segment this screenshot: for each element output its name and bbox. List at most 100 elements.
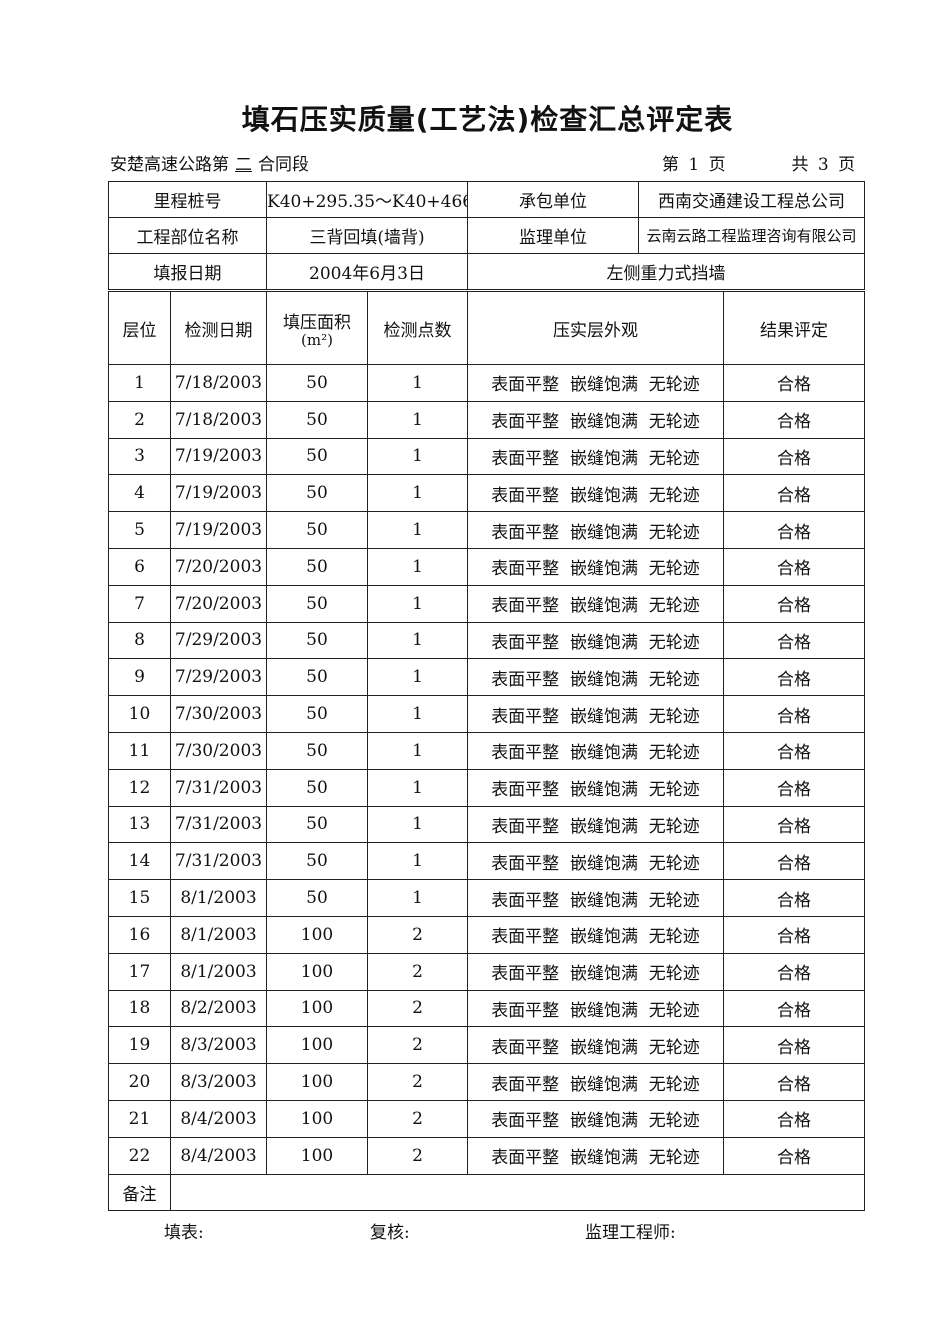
inspection-table: 层位 检测日期 填压面积 (m²) 检测点数 压实层外观 结果评定 1 7/18/2… bbox=[108, 291, 865, 1212]
cell-result: 合格 bbox=[723, 731, 865, 770]
cell-date: 7/18/2003 bbox=[170, 364, 267, 402]
cell-area: 100 bbox=[266, 952, 368, 991]
contract-section: 安楚高速公路第二合同段 bbox=[110, 150, 309, 175]
cell-area: 50 bbox=[266, 437, 368, 476]
cell-area: 50 bbox=[266, 658, 368, 697]
header-points: 检测点数 bbox=[367, 291, 468, 365]
cell-appearance: 表面平整 嵌缝饱满 无轮迹 bbox=[467, 695, 724, 733]
cell-result: 合格 bbox=[723, 879, 865, 917]
cell-points: 1 bbox=[367, 805, 468, 844]
cell-date: 7/19/2003 bbox=[170, 511, 267, 549]
cell-points: 2 bbox=[367, 1136, 468, 1175]
cell-appearance: 表面平整 嵌缝饱满 无轮迹 bbox=[467, 805, 724, 844]
cell-date: 8/3/2003 bbox=[170, 1063, 267, 1101]
header-area-unit: (m²) bbox=[301, 331, 333, 349]
cell-area: 100 bbox=[266, 1063, 368, 1101]
cell-layer: 18 bbox=[108, 989, 171, 1028]
cell-area: 50 bbox=[266, 731, 368, 770]
table-row: 12 7/31/2003 50 1 表面平整 嵌缝饱满 无轮迹 合格 bbox=[108, 768, 865, 807]
engineer-signature: 监理工程师: bbox=[585, 1223, 676, 1243]
cell-area: 100 bbox=[266, 1026, 368, 1065]
date-label: 填报日期 bbox=[108, 253, 267, 290]
filler-signature: 填表: bbox=[164, 1223, 204, 1243]
current-page: 第 1 页 bbox=[662, 155, 726, 175]
cell-date: 7/29/2003 bbox=[170, 621, 267, 660]
cell-area: 50 bbox=[266, 621, 368, 660]
cell-date: 8/4/2003 bbox=[170, 1099, 267, 1138]
cell-points: 2 bbox=[367, 952, 468, 991]
cell-date: 7/31/2003 bbox=[170, 842, 267, 881]
cell-appearance: 表面平整 嵌缝饱满 无轮迹 bbox=[467, 915, 724, 954]
table-row: 1 7/18/2003 50 1 表面平整 嵌缝饱满 无轮迹 合格 bbox=[108, 364, 865, 402]
cell-result: 合格 bbox=[723, 1026, 865, 1065]
cell-area: 50 bbox=[266, 474, 368, 513]
cell-layer: 4 bbox=[108, 474, 171, 513]
cell-result: 合格 bbox=[723, 658, 865, 697]
table-row: 6 7/20/2003 50 1 表面平整 嵌缝饱满 无轮迹 合格 bbox=[108, 547, 865, 586]
cell-layer: 1 bbox=[108, 364, 171, 402]
table-row: 17 8/1/2003 100 2 表面平整 嵌缝饱满 无轮迹 合格 bbox=[108, 952, 865, 991]
cell-date: 8/2/2003 bbox=[170, 989, 267, 1028]
cell-date: 8/3/2003 bbox=[170, 1026, 267, 1065]
cell-points: 1 bbox=[367, 547, 468, 586]
table-row: 2 7/18/2003 50 1 表面平整 嵌缝饱满 无轮迹 合格 bbox=[108, 400, 865, 439]
cell-appearance: 表面平整 嵌缝饱满 无轮迹 bbox=[467, 1136, 724, 1175]
cell-area: 50 bbox=[266, 400, 368, 439]
cell-layer: 6 bbox=[108, 547, 171, 586]
cell-layer: 10 bbox=[108, 695, 171, 733]
cell-appearance: 表面平整 嵌缝饱满 无轮迹 bbox=[467, 952, 724, 991]
cell-points: 1 bbox=[367, 584, 468, 623]
cell-appearance: 表面平整 嵌缝饱满 无轮迹 bbox=[467, 474, 724, 513]
cell-points: 2 bbox=[367, 989, 468, 1028]
cell-date: 8/1/2003 bbox=[170, 915, 267, 954]
cell-points: 2 bbox=[367, 1026, 468, 1065]
cell-area: 50 bbox=[266, 805, 368, 844]
cell-points: 1 bbox=[367, 768, 468, 807]
mileage-value: K40+295.35～K40+466 bbox=[266, 181, 468, 218]
cell-date: 8/1/2003 bbox=[170, 952, 267, 991]
date-value: 2004年6月3日 bbox=[266, 253, 468, 290]
cell-result: 合格 bbox=[723, 1099, 865, 1138]
cell-date: 7/20/2003 bbox=[170, 547, 267, 586]
cell-appearance: 表面平整 嵌缝饱满 无轮迹 bbox=[467, 437, 724, 476]
header-date: 检测日期 bbox=[170, 291, 267, 365]
header-area-label: 填压面积 bbox=[283, 313, 351, 333]
cell-layer: 17 bbox=[108, 952, 171, 991]
cell-area: 50 bbox=[266, 364, 368, 402]
cell-points: 1 bbox=[367, 621, 468, 660]
page-title: 填石压实质量(工艺法)检查汇总评定表 bbox=[241, 103, 734, 136]
cell-appearance: 表面平整 嵌缝饱满 无轮迹 bbox=[467, 1063, 724, 1101]
table-row: 10 7/30/2003 50 1 表面平整 嵌缝饱满 无轮迹 合格 bbox=[108, 695, 865, 733]
table-row: 9 7/29/2003 50 1 表面平整 嵌缝饱满 无轮迹 合格 bbox=[108, 658, 865, 697]
cell-area: 50 bbox=[266, 768, 368, 807]
cell-points: 1 bbox=[367, 400, 468, 439]
cell-area: 50 bbox=[266, 584, 368, 623]
cell-layer: 9 bbox=[108, 658, 171, 697]
cell-layer: 16 bbox=[108, 915, 171, 954]
subtitle-prefix: 安楚高速公路第 bbox=[110, 155, 229, 175]
cell-appearance: 表面平整 嵌缝饱满 无轮迹 bbox=[467, 658, 724, 697]
reviewer-signature: 复核: bbox=[370, 1223, 410, 1243]
mileage-label: 里程桩号 bbox=[108, 181, 267, 218]
cell-result: 合格 bbox=[723, 1136, 865, 1175]
page-info: 第 1 页 共 3 页 bbox=[662, 150, 855, 175]
cell-appearance: 表面平整 嵌缝饱满 无轮迹 bbox=[467, 1099, 724, 1138]
cell-date: 7/19/2003 bbox=[170, 437, 267, 476]
table-row: 16 8/1/2003 100 2 表面平整 嵌缝饱满 无轮迹 合格 bbox=[108, 915, 865, 954]
cell-result: 合格 bbox=[723, 474, 865, 513]
subtitle-suffix: 合同段 bbox=[258, 155, 309, 175]
cell-area: 100 bbox=[266, 989, 368, 1028]
table-row: 14 7/31/2003 50 1 表面平整 嵌缝饱满 无轮迹 合格 bbox=[108, 842, 865, 881]
cell-layer: 3 bbox=[108, 437, 171, 476]
table-row: 7 7/20/2003 50 1 表面平整 嵌缝饱满 无轮迹 合格 bbox=[108, 584, 865, 623]
cell-appearance: 表面平整 嵌缝饱满 无轮迹 bbox=[467, 731, 724, 770]
table-row: 18 8/2/2003 100 2 表面平整 嵌缝饱满 无轮迹 合格 bbox=[108, 989, 865, 1028]
table-row: 21 8/4/2003 100 2 表面平整 嵌缝饱满 无轮迹 合格 bbox=[108, 1099, 865, 1138]
cell-appearance: 表面平整 嵌缝饱满 无轮迹 bbox=[467, 768, 724, 807]
cell-result: 合格 bbox=[723, 952, 865, 991]
cell-result: 合格 bbox=[723, 805, 865, 844]
remark-value bbox=[170, 1173, 865, 1212]
cell-area: 50 bbox=[266, 879, 368, 917]
cell-points: 1 bbox=[367, 695, 468, 733]
